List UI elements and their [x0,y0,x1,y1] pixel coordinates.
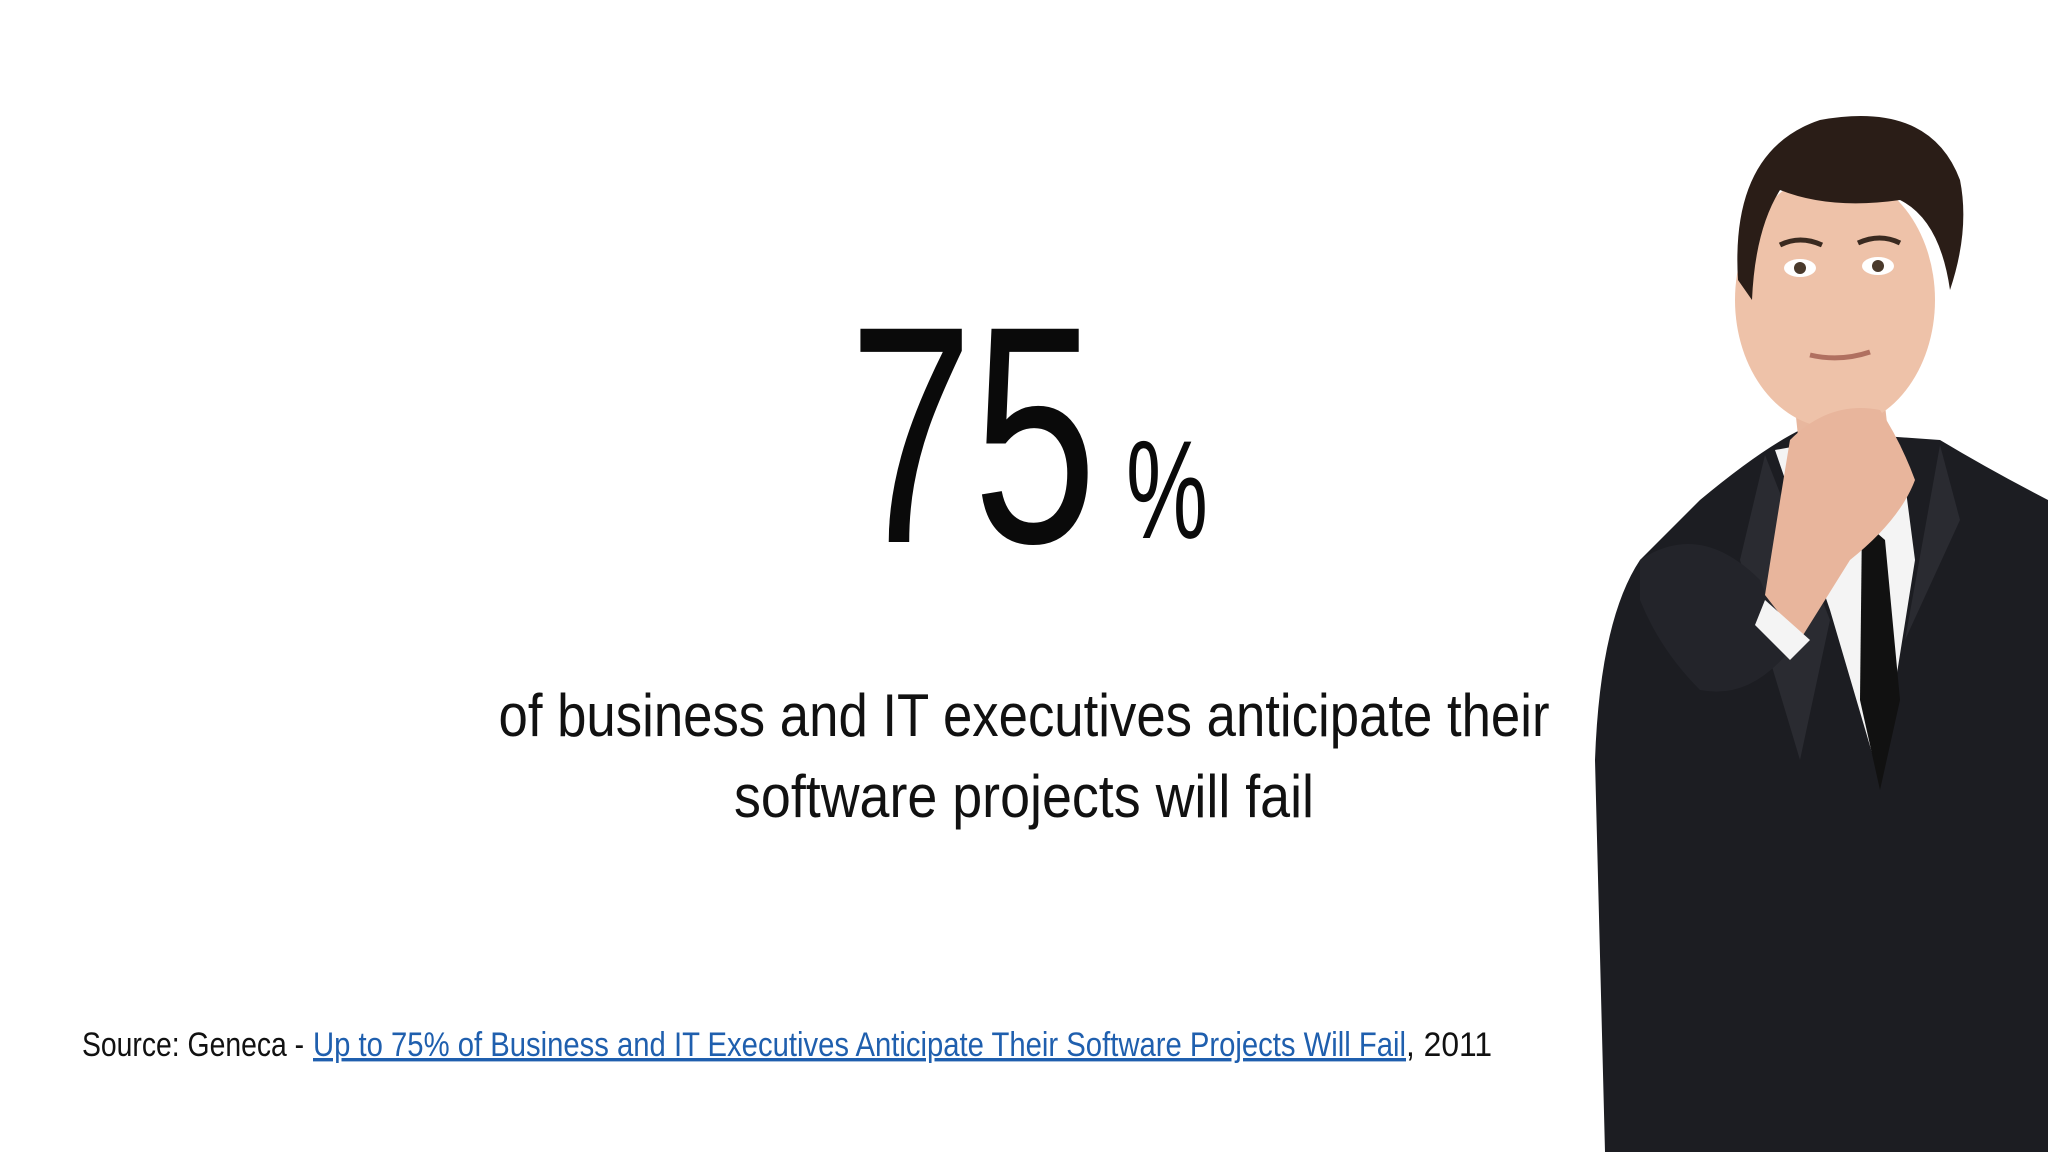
source-link[interactable]: Up to 75% of Business and IT Executives … [313,1026,1406,1064]
stat-number: 75 [849,261,1097,608]
source-suffix: , 2011 [1406,1026,1492,1064]
statement-line: of business and IT executives anticipate… [499,682,1550,749]
source-prefix: Source: Geneca - [82,1026,312,1064]
person-photo [1595,116,2048,1152]
stat-unit: % [1126,411,1208,568]
statement-line: software projects will fail [734,763,1314,830]
source-line: Source: Geneca - Up to 75% of Business a… [82,1026,1492,1064]
